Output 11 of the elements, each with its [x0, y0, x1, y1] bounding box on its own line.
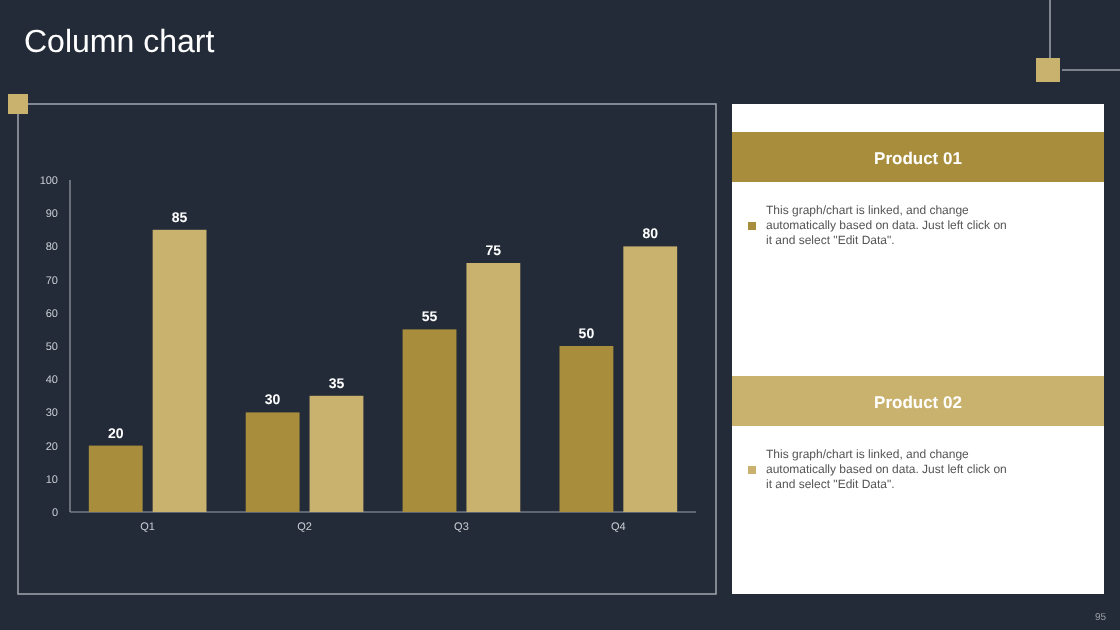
chart-title: Column chart [24, 26, 216, 60]
bar [466, 263, 521, 512]
bar [623, 246, 678, 512]
bar [152, 229, 207, 512]
bar [402, 329, 457, 512]
bar [559, 346, 614, 512]
bar [88, 445, 143, 512]
bar [309, 395, 364, 512]
bar [245, 412, 300, 512]
text: Product 02 [874, 392, 963, 412]
text: Product 01 [874, 148, 963, 168]
